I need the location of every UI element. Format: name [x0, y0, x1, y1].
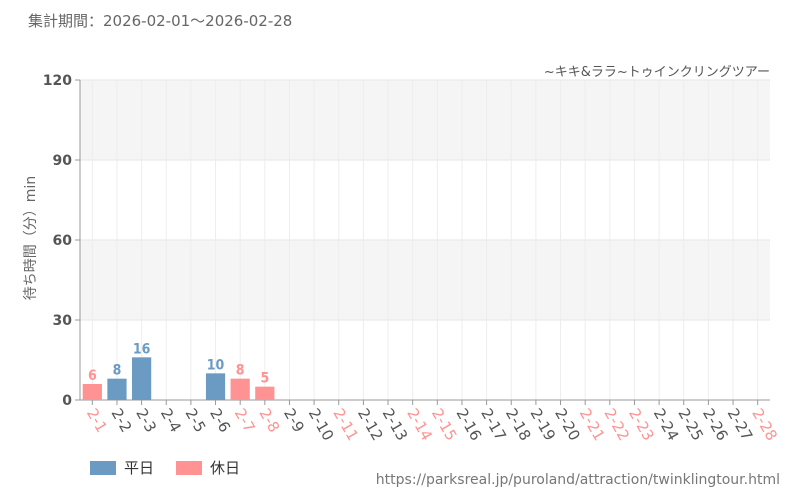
x-tick-label: 2-22	[600, 405, 633, 443]
bar-value-label: 16	[133, 341, 151, 357]
x-tick-label: 2-20	[551, 405, 584, 443]
x-tick-label: 2-27	[724, 405, 757, 443]
x-tick-label: 2-15	[428, 405, 461, 443]
chart-title: ~キキ&ララ~トゥインクリングツアー	[543, 65, 770, 80]
x-tick-label: 2-8	[255, 405, 283, 435]
legend-label-holiday: 休日	[210, 459, 241, 477]
x-tick-label: 2-18	[502, 405, 535, 443]
legend-item-weekday[interactable]: 平日	[90, 457, 154, 478]
y-tick-label: 120	[43, 73, 72, 89]
bar-value-label: 8	[113, 363, 122, 379]
y-tick-label: 90	[53, 153, 73, 169]
bar	[107, 378, 127, 400]
x-tick-label: 2-6	[206, 405, 234, 435]
legend-label-weekday: 平日	[124, 459, 155, 477]
y-tick-label: 60	[53, 233, 73, 249]
source-url[interactable]: https://parksreal.jp/puroland/attraction…	[375, 472, 780, 488]
bar	[230, 378, 250, 400]
legend-swatch-weekday	[90, 460, 116, 475]
x-tick-label: 2-11	[329, 405, 362, 443]
bar-value-label: 10	[207, 357, 225, 373]
x-tick-label: 2-13	[379, 405, 412, 443]
x-tick-label: 2-17	[477, 405, 510, 443]
grid-band	[80, 240, 770, 320]
legend-item-holiday[interactable]: 休日	[176, 457, 240, 478]
x-tick-label: 2-3	[132, 405, 160, 435]
x-tick-label: 2-28	[748, 405, 781, 443]
grid-band	[80, 80, 770, 160]
x-tick-label: 2-24	[650, 405, 683, 443]
bar	[82, 384, 102, 400]
x-tick-label: 2-2	[108, 405, 136, 435]
x-tick-label: 2-12	[354, 405, 387, 443]
x-tick-label: 2-5	[182, 405, 210, 435]
y-tick-label: 30	[53, 313, 73, 329]
legend-swatch-holiday	[176, 460, 203, 475]
x-tick-label: 2-9	[280, 405, 308, 435]
bar-value-label: 6	[88, 368, 97, 384]
x-tick-label: 2-14	[403, 405, 436, 443]
x-tick-label: 2-25	[674, 405, 707, 443]
x-tick-label: 2-16	[453, 405, 486, 443]
x-tick-label: 2-7	[231, 405, 259, 435]
bar	[255, 386, 275, 400]
legend[interactable]: 平日 休日	[90, 457, 262, 478]
bar-value-label: 8	[236, 363, 245, 379]
bar-value-label: 5	[260, 371, 269, 387]
x-tick-label: 2-10	[305, 405, 338, 443]
bar	[131, 357, 152, 400]
x-tick-label: 2-21	[576, 405, 609, 443]
x-tick-label: 2-26	[699, 405, 732, 443]
period-label: 集計期間：2026-02-01～2026-02-28	[28, 12, 293, 30]
x-tick-label: 2-19	[527, 405, 560, 443]
x-tick-label: 2-4	[157, 405, 185, 435]
y-tick-label: 0	[62, 393, 72, 409]
bar	[205, 373, 226, 400]
x-tick-label: 2-1	[83, 405, 111, 435]
x-tick-label: 2-23	[625, 405, 658, 443]
